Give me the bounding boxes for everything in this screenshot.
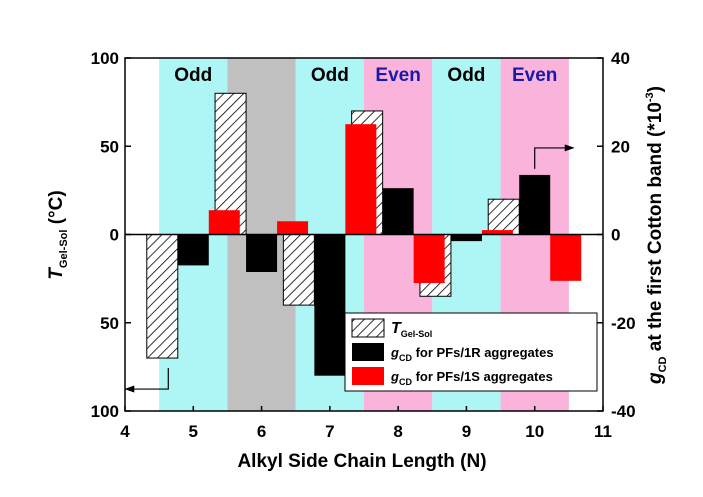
- band-labels: Odd Odd Even Odd Even: [174, 65, 557, 86]
- bar-s1-x5: [177, 234, 209, 266]
- legend: TGel-Sol gCD for PFs/1R aggregates gCD for…: [344, 312, 598, 392]
- y-axis-title-left: TGel-Sol (°C): [46, 190, 70, 279]
- y-right-tick-label-1: 20: [611, 137, 630, 156]
- left-arrow-line: [132, 368, 169, 390]
- left-arrow-head: [124, 385, 135, 393]
- y-axis-title-right-sup: -3: [644, 92, 656, 102]
- y-axis-title-right-sub: CD: [657, 356, 669, 372]
- bar-s1-x7: [314, 234, 346, 376]
- bar-s1-x9: [450, 234, 482, 242]
- band-label-4: Odd: [447, 65, 485, 86]
- band-label-2: Odd: [311, 65, 349, 86]
- x-tick-label-6: 6: [257, 422, 266, 441]
- x-tick-label-11: 11: [594, 422, 612, 441]
- legend-label-0: TGel-Sol: [391, 320, 432, 339]
- legend-label-1: gCD for PFs/1R aggregates: [390, 345, 554, 363]
- x-ticks: 4 5 6 7 8 9 10 11: [120, 406, 612, 441]
- legend-swatch-1: [352, 343, 384, 361]
- legend-swatch-2: [352, 367, 384, 385]
- band-label-0: Odd: [174, 65, 212, 86]
- bar-s2-x6: [277, 221, 309, 235]
- y-ticks-right: 40 20 0 -20 -40: [597, 49, 636, 421]
- y-left-tick-label-2: 0: [110, 226, 119, 245]
- y-axis-title-right-main: g: [645, 372, 666, 385]
- bar-s1-x6: [246, 234, 278, 273]
- x-tick-label-4: 4: [120, 422, 130, 441]
- x-tick-label-8: 8: [393, 422, 402, 441]
- bar-s2-x8: [413, 234, 445, 284]
- y-axis-title-left-main: T: [46, 267, 67, 280]
- y-axis-title-right-rest: at the first Cotton band (*10: [645, 102, 666, 356]
- x-tick-label-7: 7: [325, 422, 334, 441]
- bar-s2-x10: [550, 234, 582, 281]
- y-left-tick-label-0: 100: [91, 49, 119, 68]
- legend-box: [344, 312, 598, 392]
- bars: [146, 92, 582, 376]
- y-ticks-left: 100 50 0 50 100: [91, 49, 131, 421]
- x-axis-title: Alkyl Side Chain Length (N): [237, 451, 486, 472]
- band-label-3: Even: [375, 65, 420, 86]
- bar-s0-x10: [487, 198, 520, 235]
- bar-s0-x5: [146, 234, 179, 359]
- y-right-tick-label-0: 40: [611, 49, 630, 68]
- legend-swatch-0: [351, 318, 385, 338]
- bar-s2-x7: [345, 124, 377, 235]
- y-axis-title-left-rest: (°C): [46, 190, 67, 229]
- y-right-tick-label-4: -40: [611, 402, 636, 421]
- x-tick-label-9: 9: [462, 422, 471, 441]
- x-tick-label-5: 5: [189, 422, 198, 441]
- annotations: [124, 144, 575, 393]
- legend-label-2: gCD for PFs/1S aggregates: [390, 369, 553, 387]
- y-left-tick-label-3: 50: [100, 314, 119, 333]
- y-axis-title-right: gCD at the first Cotton band (*10-3): [644, 86, 669, 385]
- right-arrow-line: [534, 147, 567, 169]
- y-right-tick-label-3: -20: [611, 314, 636, 333]
- bar-s2-x5: [208, 210, 240, 235]
- bar-s1-x10: [519, 174, 551, 235]
- y-axis-title-right-close: ): [645, 86, 666, 92]
- bar-s2-x9: [481, 230, 513, 235]
- right-arrow-head: [564, 144, 575, 152]
- bar-s0-x7: [282, 234, 315, 306]
- y-left-tick-label-1: 50: [100, 137, 119, 156]
- bar-s1-x8: [382, 188, 414, 235]
- y-right-tick-label-2: 0: [611, 226, 620, 245]
- x-tick-label-10: 10: [525, 422, 544, 441]
- band-label-5: Even: [512, 65, 557, 86]
- y-axis-title-left-sub: Gel-Sol: [58, 230, 70, 269]
- y-left-tick-label-4: 100: [91, 402, 119, 421]
